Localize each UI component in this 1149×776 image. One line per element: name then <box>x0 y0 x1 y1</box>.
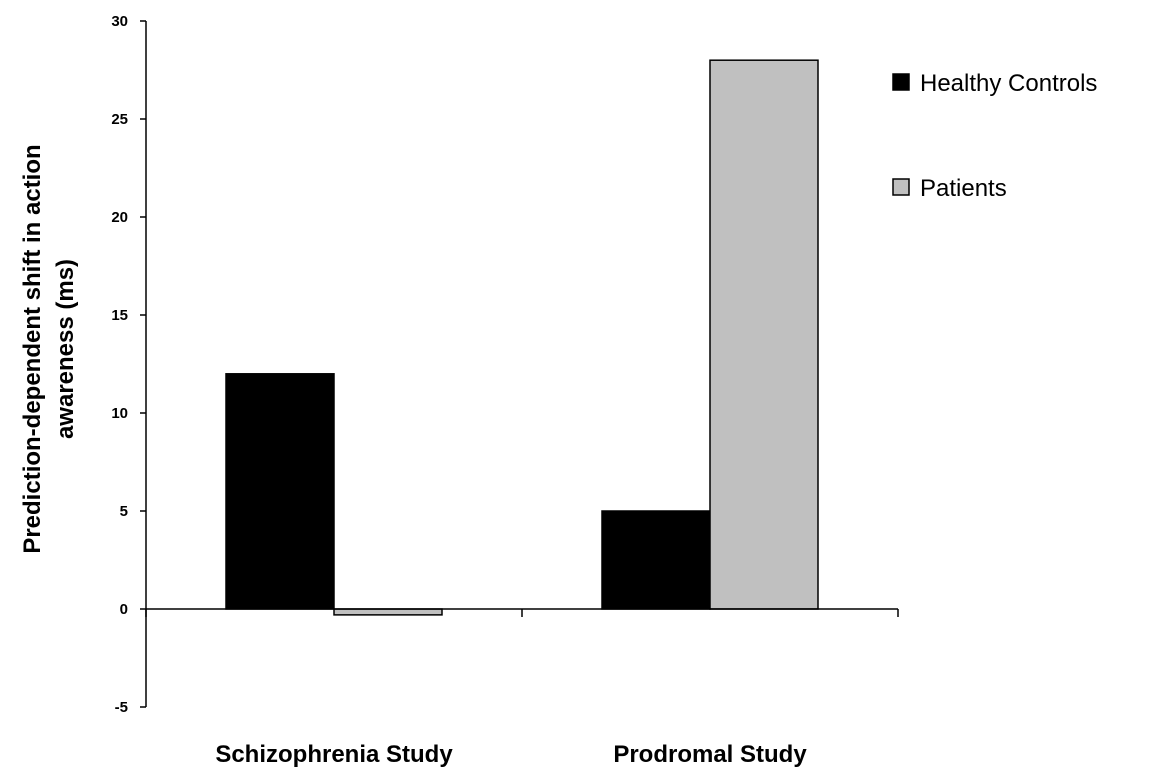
legend-swatch <box>892 73 910 91</box>
bar <box>601 510 711 610</box>
x-category-label: Schizophrenia Study <box>215 741 453 768</box>
y-tick-label: 5 <box>120 503 128 520</box>
legend-swatch <box>892 178 910 196</box>
y-tick-label: 25 <box>111 111 128 128</box>
bars <box>225 59 819 616</box>
legend: Healthy Controls Patients <box>892 70 1097 202</box>
y-tick-label: 30 <box>111 13 128 30</box>
y-tick-label: 20 <box>111 209 128 226</box>
y-tick-label: -5 <box>115 699 128 716</box>
legend-label: Patients <box>920 175 1007 202</box>
y-tick-label: 10 <box>111 405 128 422</box>
x-category-label: Prodromal Study <box>613 741 807 768</box>
x-axis: Schizophrenia Study Prodromal Study <box>145 608 899 768</box>
bar <box>333 608 443 616</box>
y-axis: -5 0 5 10 15 20 25 30 <box>111 13 147 716</box>
y-axis-title-line: awareness (ms) <box>52 259 79 439</box>
bar <box>709 59 819 610</box>
y-tick-label: 0 <box>120 601 128 618</box>
legend-label: Healthy Controls <box>920 70 1097 97</box>
y-tick-label: 15 <box>111 307 128 324</box>
y-axis-title-line: Prediction-dependent shift in action <box>19 144 46 553</box>
bar <box>225 373 335 610</box>
y-axis-title: Prediction-dependent shift in action awar… <box>19 144 79 553</box>
